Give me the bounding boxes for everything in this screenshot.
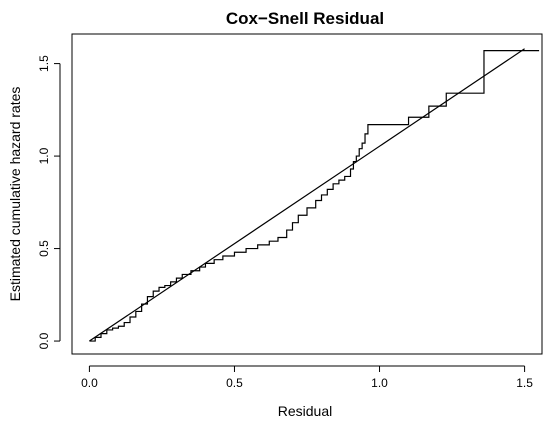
x-axis-label: Residual	[278, 403, 332, 419]
y-tick-label: 1.5	[37, 55, 51, 72]
plot-frame	[71, 33, 543, 355]
reference-diagonal-line	[89, 48, 525, 342]
y-tick-label: 0.0	[37, 332, 51, 349]
chart-title: Cox−Snell Residual	[226, 9, 384, 28]
y-tick-label: 1.0	[37, 147, 51, 164]
y-tick-label: 0.5	[37, 240, 51, 257]
x-tick-label: 1.5	[516, 376, 533, 390]
x-tick-label: 1.0	[371, 376, 388, 390]
y-axis: 0.0 0.5 1.0 1.5	[37, 55, 61, 349]
x-axis: 0.0 0.5 1.0 1.5	[81, 365, 533, 390]
plot-area	[89, 48, 540, 342]
x-tick-label: 0.0	[81, 376, 98, 390]
x-tick-label: 0.5	[226, 376, 243, 390]
cumulative-hazard-step-line	[89, 50, 540, 342]
y-axis-label: Estimated cumulative hazard rates	[7, 87, 23, 302]
